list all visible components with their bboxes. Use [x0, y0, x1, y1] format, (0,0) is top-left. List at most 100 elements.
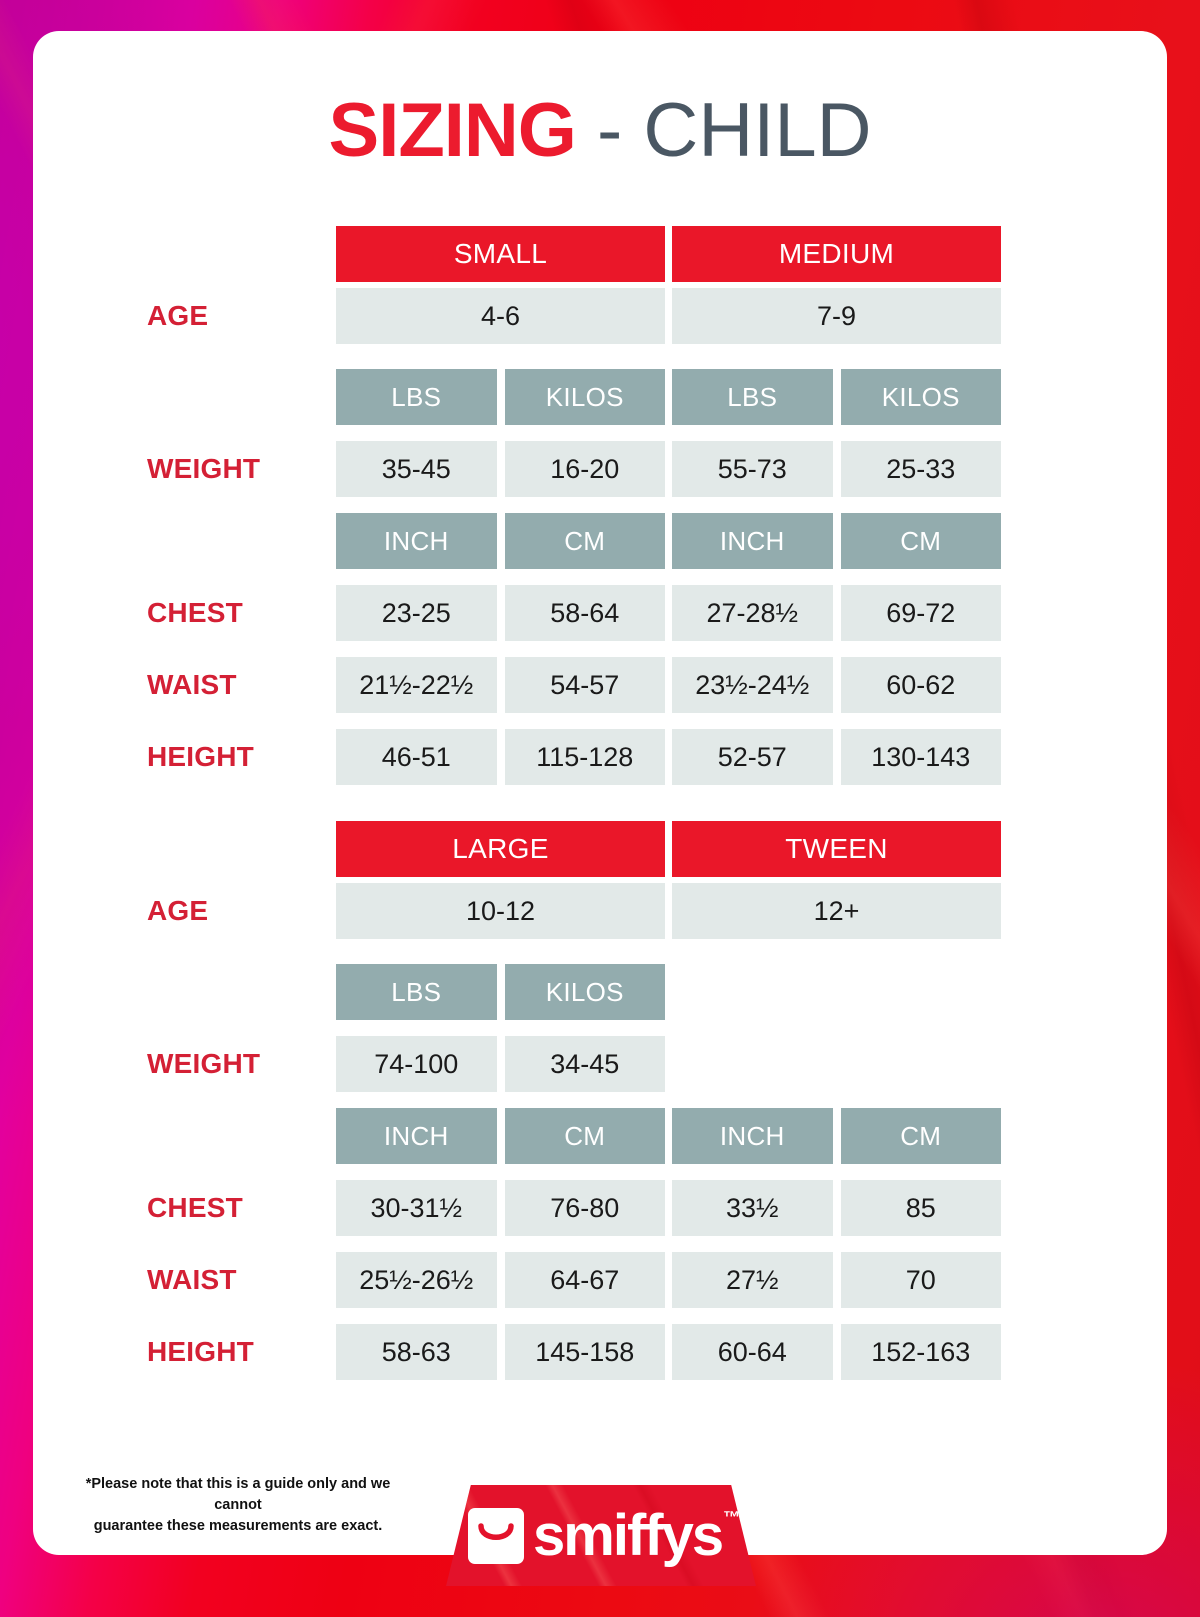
size-header-small: SMALL	[336, 226, 665, 282]
weight-units-group-large: LBS KILOS	[336, 964, 665, 1020]
height-group-small: 46-51 115-128	[336, 729, 665, 785]
unit-header-lbs: LBS	[336, 369, 497, 425]
table-row-waist: WAIST 25½-26½ 64-67 27½ 70	[33, 1252, 1167, 1308]
height-value-cm: 152-163	[840, 1324, 1001, 1380]
unit-header-inch: INCH	[672, 513, 833, 569]
row-label-waist: WAIST	[147, 669, 237, 700]
row-label-spacer	[33, 369, 336, 425]
row-label-age: AGE	[147, 300, 209, 331]
height-group-large: 58-63 145-158	[336, 1324, 665, 1380]
size-header-tween: TWEEN	[672, 821, 1001, 877]
waist-value-cm: 64-67	[504, 1252, 665, 1308]
weight-value-kilos: 34-45	[504, 1036, 665, 1092]
weight-value-kilos: 16-20	[504, 441, 665, 497]
waist-group-small: 21½-22½ 54-57	[336, 657, 665, 713]
sizing-card: SIZING - CHILD SMALL MEDIUM AGE 4-6 7-9	[33, 31, 1167, 1586]
row-label-height: HEIGHT	[147, 1336, 254, 1367]
row-label-chest: CHEST	[147, 1192, 243, 1223]
chest-group-tween: 33½ 85	[672, 1180, 1001, 1236]
height-group-medium: 52-57 130-143	[672, 729, 1001, 785]
row-label-waist: WAIST	[147, 1264, 237, 1295]
unit-header-kilos: KILOS	[504, 369, 665, 425]
height-value-cm: 115-128	[504, 729, 665, 785]
table-row-chest: CHEST 30-31½ 76-80 33½ 85	[33, 1180, 1167, 1236]
unit-header-cm: CM	[840, 1108, 1001, 1164]
chest-group-small: 23-25 58-64	[336, 585, 665, 641]
size-group-large: LARGE	[336, 821, 665, 877]
waist-value-cm: 60-62	[840, 657, 1001, 713]
chest-value-inch: 23-25	[336, 585, 497, 641]
row-label-spacer	[33, 226, 336, 282]
row-label-age: AGE	[147, 895, 209, 926]
smiffys-logo: smiffys ™	[446, 1485, 756, 1586]
waist-group-large: 25½-26½ 64-67	[336, 1252, 665, 1308]
age-group-large: 10-12	[336, 883, 665, 939]
chest-group-medium: 27-28½ 69-72	[672, 585, 1001, 641]
smiffys-wordmark-text: smiffys	[533, 1502, 724, 1568]
disclaimer-note: *Please note that this is a guide only a…	[63, 1474, 413, 1537]
age-value-medium: 7-9	[672, 288, 1001, 344]
table-row-waist: WAIST 21½-22½ 54-57 23½-24½ 60-62	[33, 657, 1167, 713]
table-row-size-header: LARGE TWEEN	[33, 821, 1167, 877]
page-title-light: - CHILD	[575, 88, 872, 173]
table-row-weight: WEIGHT 35-45 16-20 55-73 25-33	[33, 441, 1167, 497]
sizing-table-large-tween: LARGE TWEEN AGE 10-12 12+ LBS KILOS	[33, 821, 1167, 1380]
unit-header-lbs: LBS	[336, 964, 497, 1020]
size-group-tween: TWEEN	[672, 821, 1001, 877]
chest-value-inch: 30-31½	[336, 1180, 497, 1236]
height-value-inch: 52-57	[672, 729, 833, 785]
row-label-spacer	[33, 513, 336, 569]
height-value-inch: 60-64	[672, 1324, 833, 1380]
weight-group-tween	[672, 1036, 1001, 1092]
table-row-age: AGE 4-6 7-9	[33, 288, 1167, 344]
unit-header-inch: INCH	[336, 513, 497, 569]
table-row-length-units: INCH CM INCH CM	[33, 513, 1167, 569]
height-value-cm: 145-158	[504, 1324, 665, 1380]
disclaimer-line-2: guarantee these measurements are exact.	[93, 1518, 383, 1535]
table-row-weight: WEIGHT 74-100 34-45	[33, 1036, 1167, 1092]
waist-group-medium: 23½-24½ 60-62	[672, 657, 1001, 713]
table-row-chest: CHEST 23-25 58-64 27-28½ 69-72	[33, 585, 1167, 641]
weight-group-small: 35-45 16-20	[336, 441, 665, 497]
weight-units-group-medium: LBS KILOS	[672, 369, 1001, 425]
weight-value-empty	[841, 1036, 1002, 1092]
waist-value-inch: 25½-26½	[336, 1252, 497, 1308]
row-label-spacer	[33, 964, 336, 1020]
height-value-inch: 46-51	[336, 729, 497, 785]
trademark-symbol: ™	[723, 1507, 741, 1527]
table-row-weight-units: LBS KILOS LBS KILOS	[33, 369, 1167, 425]
size-header-large: LARGE	[336, 821, 665, 877]
chest-value-cm: 58-64	[504, 585, 665, 641]
waist-value-cm: 70	[840, 1252, 1001, 1308]
length-units-group-medium: INCH CM	[672, 513, 1001, 569]
table-row-age: AGE 10-12 12+	[33, 883, 1167, 939]
unit-header-inch: INCH	[672, 1108, 833, 1164]
table-row-height: HEIGHT 58-63 145-158 60-64 152-163	[33, 1324, 1167, 1380]
table-row-length-units: INCH CM INCH CM	[33, 1108, 1167, 1164]
waist-group-tween: 27½ 70	[672, 1252, 1001, 1308]
page-title: SIZING - CHILD	[33, 93, 1167, 169]
chest-value-cm: 76-80	[504, 1180, 665, 1236]
age-group-tween: 12+	[672, 883, 1001, 939]
weight-value-kilos: 25-33	[840, 441, 1001, 497]
unit-header-kilos: KILOS	[504, 964, 665, 1020]
age-value-tween: 12+	[672, 883, 1001, 939]
weight-units-group-tween	[672, 964, 1001, 1020]
weight-value-lbs: 74-100	[336, 1036, 497, 1092]
unit-header-cm: CM	[840, 513, 1001, 569]
chest-value-inch: 33½	[672, 1180, 833, 1236]
age-group-small: 4-6	[336, 288, 665, 344]
length-units-group-tween: INCH CM	[672, 1108, 1001, 1164]
size-header-medium: MEDIUM	[672, 226, 1001, 282]
smile-icon	[468, 1507, 524, 1564]
age-value-large: 10-12	[336, 883, 665, 939]
row-label-chest: CHEST	[147, 597, 243, 628]
chest-group-large: 30-31½ 76-80	[336, 1180, 665, 1236]
unit-header-lbs: LBS	[672, 369, 833, 425]
height-value-cm: 130-143	[840, 729, 1001, 785]
row-label-weight: WEIGHT	[147, 453, 261, 484]
weight-group-large: 74-100 34-45	[336, 1036, 665, 1092]
row-label-height: HEIGHT	[147, 741, 254, 772]
chest-value-cm: 69-72	[840, 585, 1001, 641]
height-group-tween: 60-64 152-163	[672, 1324, 1001, 1380]
